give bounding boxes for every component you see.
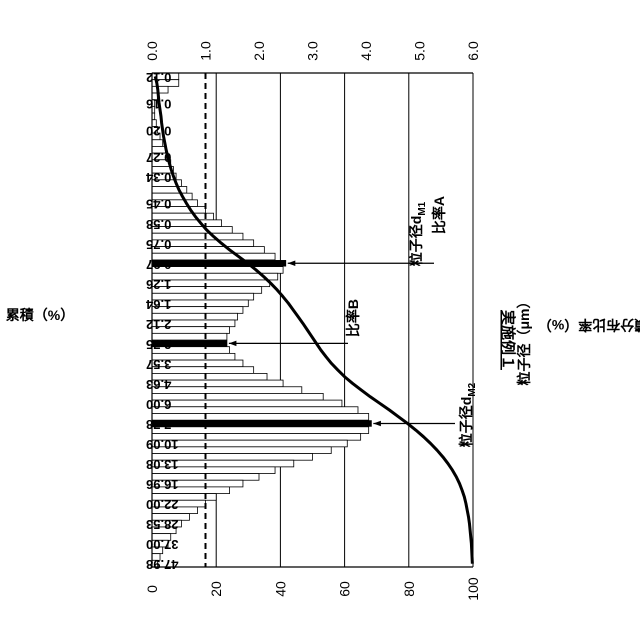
tick-labels: 0.0 1.0 2.0 3.0 4.0 5.0 6.00 20 40 60 80 1000.120.1…: [144, 41, 481, 601]
x-tick-label: 4.63: [146, 377, 171, 392]
x-tick-label: 0.27: [146, 150, 171, 165]
x-tick-label: 1.26: [146, 277, 171, 292]
x-tick-label: 2.12: [146, 317, 171, 332]
cumulative-curve: [153, 75, 474, 564]
bar: [151, 426, 370, 434]
x-tick-label: 2.75: [146, 337, 171, 352]
bar: [151, 139, 164, 147]
x-tick-label: 16.96: [146, 477, 179, 492]
bar-highlighted: [151, 420, 372, 427]
right-tick-label: 60: [337, 581, 353, 597]
x-tick-label: 0.58: [146, 217, 171, 232]
annotation-dm1-label: 粒子径dM1: [408, 201, 428, 266]
bar: [151, 399, 343, 408]
x-tick-label: 47.98: [146, 557, 179, 572]
left-tick-label: 2.0: [251, 41, 267, 61]
annotation-dm1-label-subscript: M1: [417, 201, 428, 215]
x-tick-label: 0.45: [146, 197, 171, 212]
bar: [151, 386, 303, 394]
x-tick-label: 10.09: [146, 437, 179, 452]
x-tick-label: 7.78: [146, 417, 171, 432]
right-tick-label: 20: [208, 581, 224, 597]
x-tick-label: 0.12: [146, 70, 171, 85]
left-tick-label: 6.0: [465, 41, 481, 61]
annotation-ratio-a-label: 比率A: [431, 196, 447, 234]
x-tick-label: 0.20: [146, 123, 171, 138]
left-tick-label: 1.0: [198, 41, 214, 61]
x-tick-label: 22.00: [146, 497, 179, 512]
right-tick-label: 40: [272, 581, 288, 597]
annotation-ratio-b-label: 比率B: [345, 299, 361, 337]
bars: [151, 72, 372, 568]
annotation-dm2-label: 粒子径dM2: [458, 382, 478, 447]
annotation-ratio-b-arrow-head: [228, 340, 237, 347]
annotations: 粒子径dM1 比率A 比率B 粒子径dM2: [228, 196, 478, 447]
right-tick-label: 0: [144, 585, 160, 593]
x-tick-label: 0.34: [145, 170, 171, 185]
right-axis-label: 累積（%）: [6, 307, 74, 323]
left-tick-label: 0.0: [144, 41, 160, 61]
x-tick-label: 37.00: [146, 537, 179, 552]
x-tick-label: 0.16: [146, 97, 171, 112]
bar: [151, 433, 362, 441]
annotation-dm2-arrow-head: [373, 420, 381, 427]
bar: [151, 413, 370, 421]
left-axis-label: 体積分布比率（%）: [538, 317, 640, 333]
cumulative-curve-layer: [153, 75, 474, 564]
x-tick-label: 0.97: [146, 257, 171, 272]
x-tick-label: 28.53: [146, 517, 179, 532]
axes: [151, 72, 473, 568]
bar: [151, 393, 324, 401]
right-tick-label: 80: [401, 581, 417, 597]
right-tick-label: 100: [465, 577, 481, 601]
annotation-dm2-label-subscript: M2: [467, 382, 478, 396]
axis-labels: 実施例１ 粒子径（μm） 体積分布比率（%） 累積（%）: [6, 294, 640, 385]
bar: [151, 439, 348, 448]
bar: [151, 85, 169, 94]
left-tick-label: 3.0: [305, 41, 321, 61]
x-axis-label: 粒子径（μm）: [516, 294, 532, 385]
x-tick-label: 0.75: [146, 237, 171, 252]
annotation-dm1-arrow-head: [287, 260, 296, 266]
x-tick-label: 3.57: [146, 357, 171, 372]
bar: [151, 406, 359, 414]
x-tick-label: 13.08: [146, 457, 179, 472]
x-tick-label: 6.00: [146, 397, 171, 412]
x-tick-label: 1.64: [145, 297, 171, 312]
left-tick-label: 4.0: [358, 41, 374, 61]
chart-title: 実施例１: [499, 310, 517, 370]
left-tick-label: 5.0: [412, 41, 428, 61]
